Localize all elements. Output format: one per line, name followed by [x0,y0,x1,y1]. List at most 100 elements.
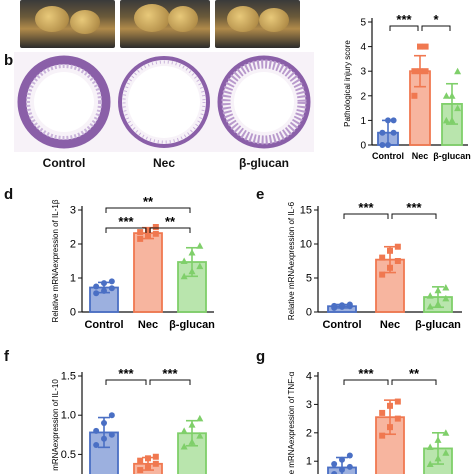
panel-letter-g: g [256,348,266,365]
data-point [145,227,151,234]
data-point [442,92,450,99]
data-point [448,116,456,124]
histology-label-bglucan: β-glucan [239,156,289,170]
data-point [180,272,188,280]
chart-il6: 0 5 10 15 Relative mRNAexpression of IL-6 Con… [287,200,462,331]
histology-control [17,55,111,149]
data-point [145,455,151,462]
data-point [101,420,107,427]
data-point [145,232,151,239]
y-tick-label: 5 [306,273,312,285]
data-point [188,249,196,256]
y-tick-label: 1.0 [61,410,76,422]
x-tick-label: β-glucan [433,151,471,161]
data-point [434,300,442,307]
data-point [379,432,386,439]
data-point [108,431,115,438]
data-point [101,435,107,442]
significance-label: ** [165,214,176,229]
significance-bracket [343,213,389,219]
data-point [379,142,386,148]
data-point [434,454,442,462]
y-tick-label: 1 [306,456,312,468]
data-point [180,443,188,450]
y-tick-label: 1 [70,273,76,285]
y-tick-label: 10 [300,239,312,251]
data-point [411,92,418,99]
significance-bracket [421,25,451,31]
significance-label: ** [143,194,154,209]
significance-label: * [433,12,439,27]
significance-bracket [105,379,147,385]
data-point [108,412,115,419]
x-tick-label: β-glucan [415,319,461,331]
panel-letter-d: d [4,186,14,203]
data-point [101,280,107,287]
gross-specimen-photo-control [20,0,115,48]
data-point [394,415,401,422]
data-point [180,257,188,264]
histology-label-control: Control [42,156,86,170]
data-point [108,278,115,285]
significance-label: *** [118,366,134,381]
data-point [188,421,196,428]
y-axis-label: ve mRNAexpression of TNF-α [287,371,296,474]
data-point [417,43,423,50]
y-tick-label: 4 [360,42,366,53]
data-point [434,286,442,294]
y-tick-label: 3 [360,67,366,78]
significance-bracket [105,227,147,233]
data-point [331,461,338,468]
data-point [93,441,100,448]
data-point [346,301,353,308]
data-point [426,303,434,310]
data-point [411,68,418,75]
data-point [93,290,100,297]
data-point [108,285,115,292]
y-tick-label: 2 [306,427,312,439]
data-point [346,452,353,459]
data-point [137,467,144,474]
y-tick-label: 3 [306,399,312,411]
data-point [152,453,159,460]
histology-bglucan [217,55,311,149]
data-point [339,456,345,463]
gross-specimen-photo-nec [120,0,210,48]
data-point [379,129,386,136]
data-point [339,302,345,309]
y-tick-label: 0 [70,307,76,319]
data-point [390,117,397,124]
chart-pathological-injury-score: 0 1 2 3 4 5 Pathological injury score Control Ne… [343,12,471,161]
data-point [426,460,434,468]
data-point [101,287,107,294]
x-tick-label: Control [372,151,404,161]
data-point [442,429,450,436]
significance-bracket [389,25,419,31]
y-tick-label: 4 [306,371,312,383]
panel-letter-b: b [4,52,14,69]
significance-label: *** [118,214,134,229]
data-point [387,264,393,271]
data-point [379,254,386,261]
significance-bracket [391,213,437,219]
data-point [442,284,450,291]
y-axis-label: mRNAexpression of IL-10 [51,379,60,471]
data-point [137,229,144,236]
data-point [180,427,188,434]
data-point [331,302,338,309]
y-axis-label: Pathological injury score [343,40,352,127]
data-point [442,294,450,302]
significance-bracket [105,207,191,213]
data-point [196,242,204,249]
significance-label: *** [406,200,422,215]
data-point [339,466,345,473]
significance-label: ** [409,366,420,381]
y-tick-label: 15 [300,205,312,217]
data-point [390,129,397,136]
x-tick-label: Control [84,319,123,331]
data-point [442,449,450,456]
significance-label: *** [162,366,178,381]
y-tick-label: 2 [360,91,366,102]
x-tick-label: Nec [412,151,429,161]
